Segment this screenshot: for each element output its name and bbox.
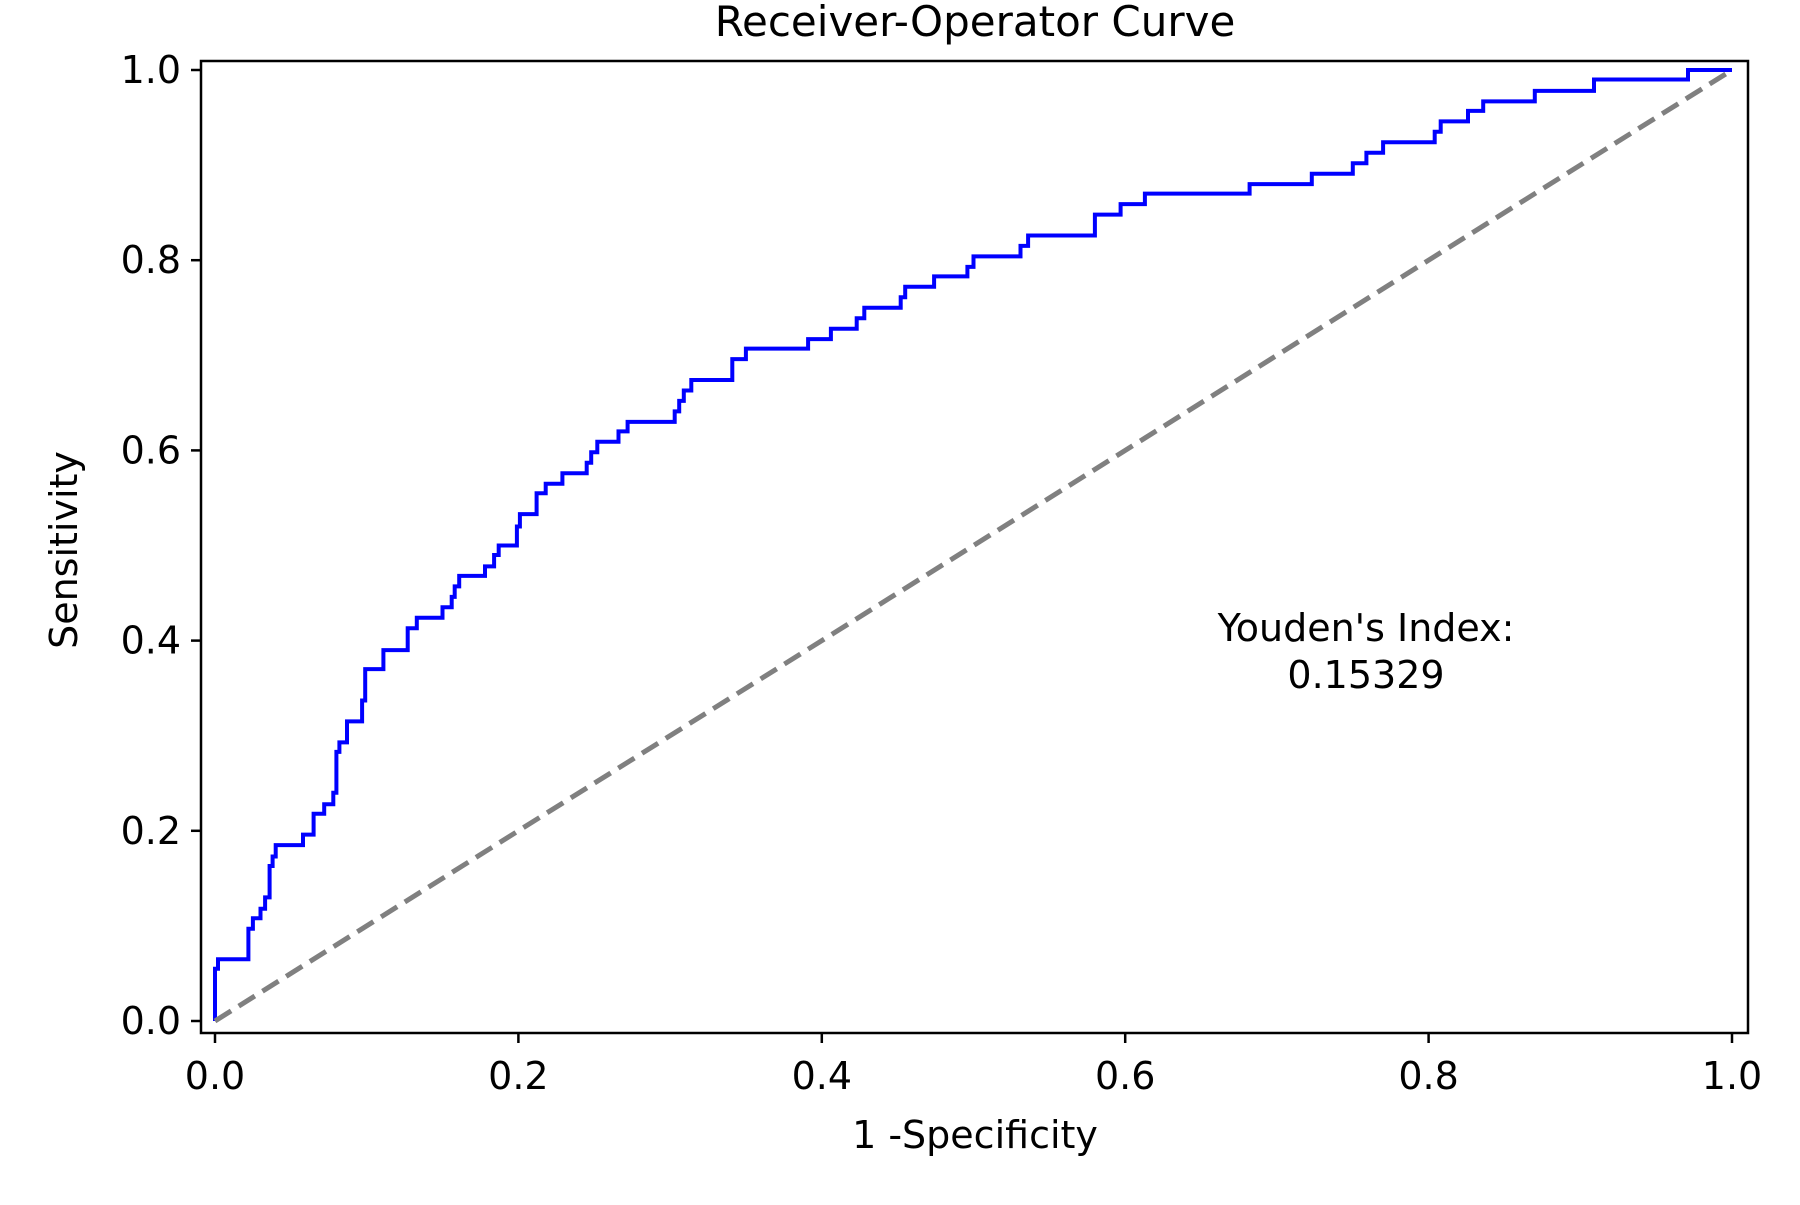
y-tick-label: 0.0 — [121, 999, 181, 1043]
x-tick-label: 0.2 — [488, 1054, 548, 1098]
x-tick-label: 0.6 — [1095, 1054, 1155, 1098]
chart-title: Receiver-Operator Curve — [715, 0, 1236, 46]
y-tick-label: 0.2 — [121, 809, 181, 853]
y-tick-label: 1.0 — [121, 48, 181, 92]
y-tick-label: 0.4 — [121, 619, 181, 663]
y-tick-label: 0.6 — [121, 428, 181, 472]
y-tick-label: 0.8 — [121, 238, 181, 282]
chance-diagonal-line — [213, 67, 1734, 1024]
youden-index-value: 0.15329 — [1287, 653, 1444, 697]
roc-curve-line — [213, 68, 1732, 1021]
x-tick-label: 0.0 — [185, 1054, 245, 1098]
x-axis-label: 1 -Specificity — [852, 1113, 1098, 1157]
x-tick-label: 0.8 — [1398, 1054, 1458, 1098]
youden-index-label: Youden's Index: — [1217, 606, 1515, 650]
plot-frame — [199, 59, 1750, 1035]
x-tick-label: 1.0 — [1702, 1054, 1762, 1098]
x-tick-label: 0.4 — [792, 1054, 852, 1098]
y-axis-label: Sensitivity — [42, 451, 86, 649]
